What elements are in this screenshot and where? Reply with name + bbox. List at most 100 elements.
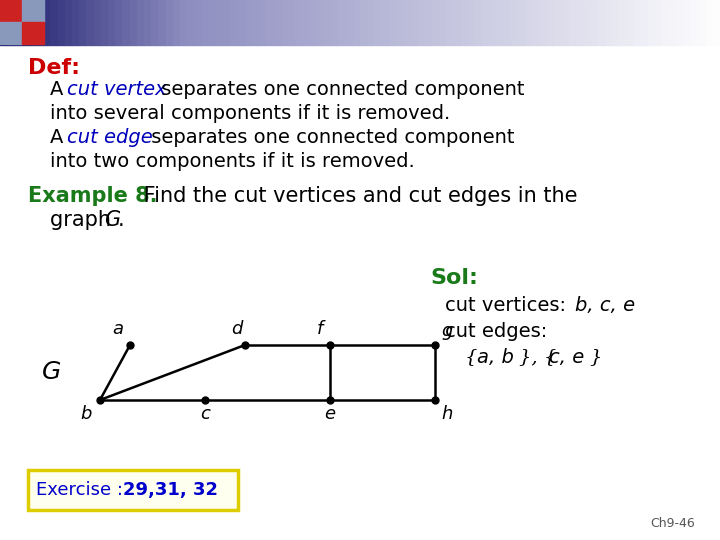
Text: cut vertex: cut vertex [67,80,166,99]
Bar [79,0,86,45]
Bar [187,0,194,45]
Bar [194,0,202,45]
Bar [122,0,130,45]
Bar [317,0,324,45]
Bar [137,0,144,45]
Bar [108,0,115,45]
Text: separates one connected component: separates one connected component [155,80,524,99]
Text: b: b [81,405,91,423]
Bar [72,0,79,45]
Bar [396,0,403,45]
Bar [634,0,641,45]
Bar [209,0,216,45]
Bar [331,0,338,45]
FancyBboxPatch shape [28,470,238,510]
Bar [266,0,274,45]
Bar [648,0,655,45]
Bar [626,0,634,45]
Bar [115,0,122,45]
Bar [662,0,670,45]
Bar [166,0,173,45]
Bar [641,0,648,45]
Bar [497,0,504,45]
Bar [50,0,58,45]
Bar [446,0,454,45]
Bar [605,0,612,45]
Bar [14,0,22,45]
Text: g: g [441,322,453,340]
Text: cut vertices:: cut vertices: [445,296,572,315]
Bar [29,0,36,45]
Text: e: e [325,405,336,423]
Text: A: A [50,80,70,99]
Text: Sol:: Sol: [430,268,478,288]
Text: cut edges:: cut edges: [445,322,547,341]
Text: cut edge: cut edge [67,128,153,147]
Text: h: h [441,405,453,423]
Bar [547,0,554,45]
Bar [101,0,108,45]
Text: Def:: Def: [28,58,80,78]
Bar [216,0,223,45]
Text: Example 8.: Example 8. [28,186,158,206]
Bar [0,0,22,22]
Bar [353,0,360,45]
Bar [706,0,713,45]
Bar [58,0,65,45]
Bar [713,0,720,45]
Bar [86,0,94,45]
Bar [490,0,497,45]
Bar [302,0,310,45]
Bar [526,0,533,45]
Bar [554,0,562,45]
Bar [677,0,684,45]
Text: Exercise :: Exercise : [36,481,129,499]
Bar [238,0,245,45]
Text: f: f [317,320,323,338]
Bar [698,0,706,45]
Bar [569,0,576,45]
Bar [36,0,43,45]
Bar [94,0,101,45]
Text: c: c [200,405,210,423]
Bar [7,0,14,45]
Bar [202,0,209,45]
Text: into two components if it is removed.: into two components if it is removed. [50,152,415,171]
Bar [310,0,317,45]
Text: d: d [231,320,243,338]
Bar [151,0,158,45]
Bar [158,0,166,45]
Bar [410,0,418,45]
Bar [540,0,547,45]
Bar [612,0,619,45]
Text: }: } [589,348,601,366]
Bar [382,0,389,45]
Bar [655,0,662,45]
Bar [43,0,50,45]
Bar [619,0,626,45]
Text: G: G [42,360,62,384]
Bar [461,0,468,45]
Bar [288,0,295,45]
Text: 29,31, 32: 29,31, 32 [123,481,218,499]
Bar [533,0,540,45]
Bar [425,0,432,45]
Bar [432,0,439,45]
Bar [22,0,29,45]
Bar [252,0,259,45]
Bar [504,0,511,45]
Bar [274,0,281,45]
Bar [518,0,526,45]
Bar [389,0,396,45]
Bar [230,0,238,45]
Bar [374,0,382,45]
Bar [418,0,425,45]
Bar [583,0,590,45]
Bar [65,0,72,45]
Text: graph: graph [50,210,117,230]
Text: a: a [112,320,124,338]
Bar [439,0,446,45]
Text: {: { [465,348,477,366]
Bar [684,0,691,45]
Text: Find the cut vertices and cut edges in the: Find the cut vertices and cut edges in t… [137,186,577,206]
